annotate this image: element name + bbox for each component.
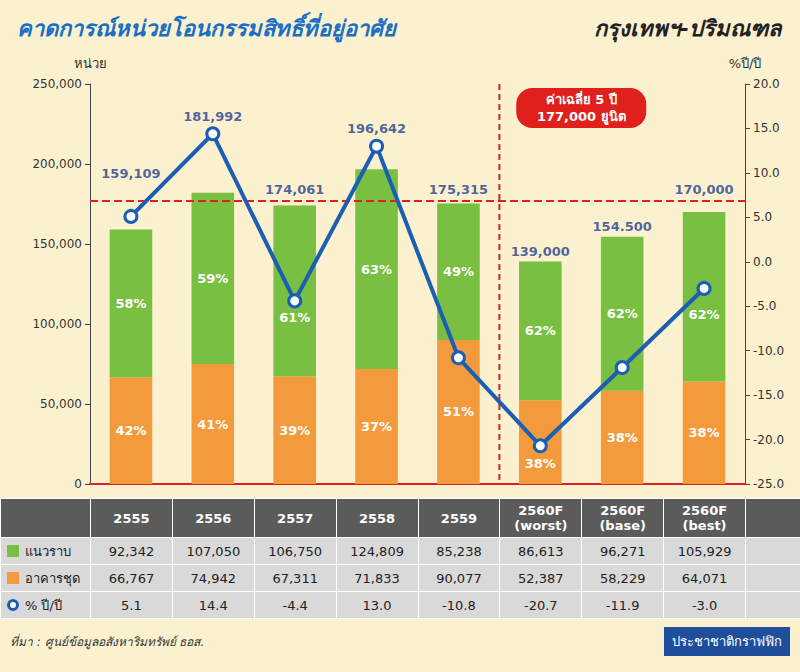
html-text:2557: 2557 xyxy=(277,510,314,526)
svg-text:กรุงเทพฯ-ปริมณฑล: กรุงเทพฯ-ปริมณฑล xyxy=(594,16,783,43)
html-text:71,833: 71,833 xyxy=(354,570,400,586)
svg-text:%ปี/ปี: %ปี/ปี xyxy=(729,56,762,71)
html-text:86,613: 86,613 xyxy=(518,543,564,559)
html-text:-20.7: -20.7 xyxy=(524,597,558,613)
html-text:(base): (base) xyxy=(599,518,646,533)
html-text:(worst): (worst) xyxy=(514,518,568,533)
html-text:105,929: 105,929 xyxy=(677,543,732,559)
html-text:13.0: 13.0 xyxy=(362,597,392,613)
html-text:124,809: 124,809 xyxy=(350,543,404,559)
html-text:96,271: 96,271 xyxy=(599,543,646,559)
html-text:85,238: 85,238 xyxy=(436,543,482,559)
html-text:% ปี/ปี: % ปี/ปี xyxy=(25,597,62,613)
svg-text:154.500: 154.500 xyxy=(593,219,652,234)
html-text:90,077: 90,077 xyxy=(436,570,482,586)
svg-text:5.0: 5.0 xyxy=(753,210,772,224)
svg-text:181,992: 181,992 xyxy=(183,109,242,124)
html-text:67,311: 67,311 xyxy=(272,570,318,586)
svg-text:10.0: 10.0 xyxy=(753,166,780,180)
html-text:2559: 2559 xyxy=(440,510,477,526)
html-text:ที่มา : ศูนย์ข้อมูลอสังหาริมทร: ที่มา : ศูนย์ข้อมูลอสังหาริมทรัพย์ ธอส. xyxy=(10,635,205,649)
svg-text:61%: 61% xyxy=(279,310,310,325)
svg-text:-5.0: -5.0 xyxy=(753,299,776,313)
svg-text:15.0: 15.0 xyxy=(753,121,780,135)
html-text:2560F: 2560F xyxy=(518,503,564,518)
svg-text:-25.0: -25.0 xyxy=(753,477,784,491)
html-text:2560F: 2560F xyxy=(600,503,646,518)
svg-text:20.0: 20.0 xyxy=(753,77,780,91)
html-text:74,942: 74,942 xyxy=(190,570,237,586)
html-text:แนวราบ: แนวราบ xyxy=(25,543,71,559)
html-text:66,767: 66,767 xyxy=(108,570,155,586)
svg-text:59%: 59% xyxy=(197,271,228,286)
svg-text:-20.0: -20.0 xyxy=(753,433,784,447)
svg-text:170,000: 170,000 xyxy=(674,182,733,197)
svg-text:39%: 39% xyxy=(279,423,310,438)
html-text:92,342: 92,342 xyxy=(108,543,155,559)
html-text:5.1: 5.1 xyxy=(121,597,142,613)
svg-text:41%: 41% xyxy=(197,417,228,432)
html-text:(best): (best) xyxy=(682,518,727,533)
svg-text:42%: 42% xyxy=(115,423,146,438)
svg-text:100,000: 100,000 xyxy=(32,317,82,331)
svg-text:200,000: 200,000 xyxy=(32,157,82,171)
svg-text:51%: 51% xyxy=(443,404,474,419)
svg-text:0: 0 xyxy=(74,477,82,491)
svg-text:-10.0: -10.0 xyxy=(753,344,784,358)
html-text:14.4: 14.4 xyxy=(198,597,228,613)
svg-text:150,000: 150,000 xyxy=(32,237,82,251)
svg-text:หน่วย: หน่วย xyxy=(74,56,107,71)
html-text:58,229: 58,229 xyxy=(599,570,646,586)
svg-text:177,000 ยูนิต: 177,000 ยูนิต xyxy=(537,109,626,125)
svg-text:-15.0: -15.0 xyxy=(753,388,784,402)
svg-text:139,000: 139,000 xyxy=(511,244,570,259)
html-text:2560F: 2560F xyxy=(682,503,728,518)
svg-text:62%: 62% xyxy=(607,306,638,321)
svg-text:38%: 38% xyxy=(525,456,556,471)
html-text:-11.9: -11.9 xyxy=(605,597,640,613)
html-text:ประชาชาติกราฟฟิก: ประชาชาติกราฟฟิก xyxy=(672,634,782,649)
html-text:64,071: 64,071 xyxy=(681,570,728,586)
svg-text:50,000: 50,000 xyxy=(40,397,82,411)
svg-text:49%: 49% xyxy=(443,264,474,279)
html-text:107,050: 107,050 xyxy=(186,543,241,559)
svg-text:175,315: 175,315 xyxy=(429,182,488,197)
svg-text:196,642: 196,642 xyxy=(347,121,406,136)
svg-text:174,061: 174,061 xyxy=(265,182,324,197)
html-text:52,387: 52,387 xyxy=(518,570,564,586)
html-text:-4.4: -4.4 xyxy=(282,597,308,613)
svg-text:37%: 37% xyxy=(361,419,392,434)
svg-text:คาดการณ์หน่วยโอนกรรมสิทธิ์ที่อ: คาดการณ์หน่วยโอนกรรมสิทธิ์ที่อยู่อาศัย xyxy=(17,12,398,43)
html-text:-3.0: -3.0 xyxy=(691,597,718,613)
svg-text:38%: 38% xyxy=(607,430,638,445)
html-text:2558: 2558 xyxy=(359,510,396,526)
svg-text:62%: 62% xyxy=(525,323,556,338)
svg-text:159,109: 159,109 xyxy=(101,166,160,181)
svg-text:58%: 58% xyxy=(115,296,146,311)
html-text:-10.8: -10.8 xyxy=(442,597,476,613)
html-text:106,750: 106,750 xyxy=(268,543,323,559)
svg-text:62%: 62% xyxy=(689,307,720,322)
svg-text:0.0: 0.0 xyxy=(753,255,772,269)
svg-text:ค่าเฉลี่ย 5 ปี: ค่าเฉลี่ย 5 ปี xyxy=(546,90,617,107)
svg-text:250,000: 250,000 xyxy=(32,77,82,91)
svg-text:63%: 63% xyxy=(361,262,392,277)
html-text:2556: 2556 xyxy=(195,510,232,526)
svg-text:38%: 38% xyxy=(689,425,720,440)
html-text:อาคารชุด: อาคารชุด xyxy=(25,570,80,586)
html-text:2555: 2555 xyxy=(113,510,150,526)
